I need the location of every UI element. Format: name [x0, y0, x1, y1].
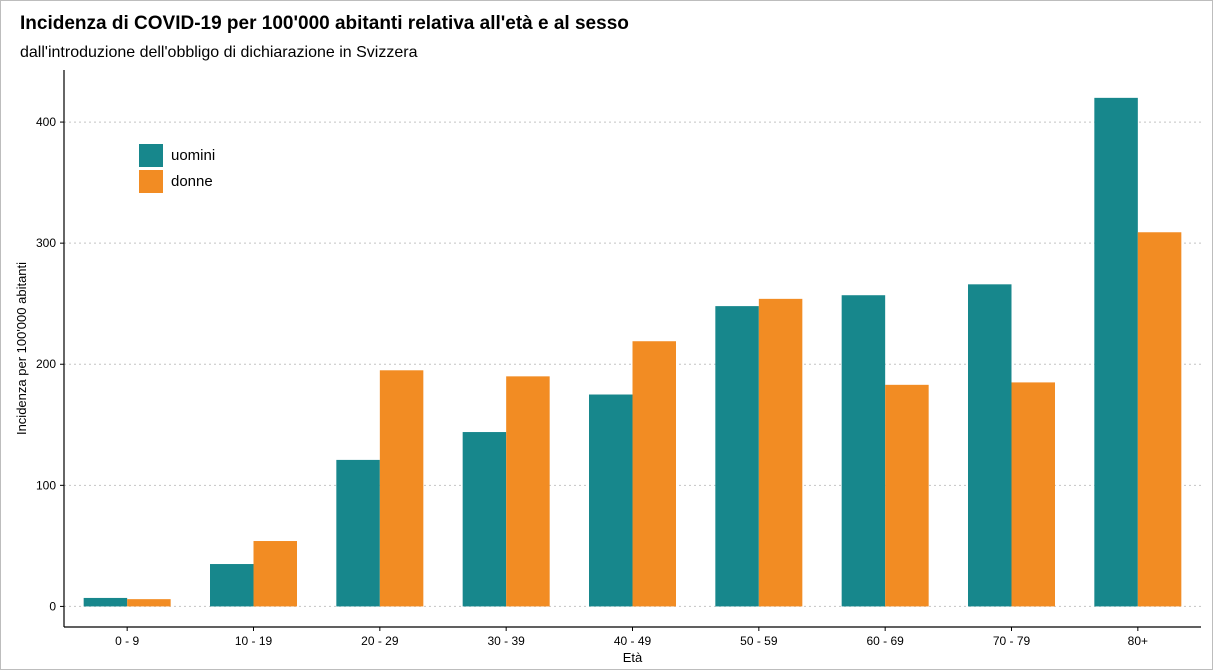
bar-uomini [462, 432, 507, 607]
x-tick-label: 30 - 39 [487, 634, 525, 648]
bar-donne [885, 384, 929, 607]
bar-uomini [715, 306, 759, 607]
bar-uomini [210, 564, 254, 607]
chart-title: Incidenza di COVID-19 per 100'000 abitan… [20, 13, 629, 34]
legend-swatch-uomini [139, 144, 163, 167]
bar-uomini [841, 295, 886, 607]
bar-uomini [1094, 97, 1138, 607]
x-tick-label: 70 - 79 [993, 634, 1031, 648]
bar-uomini [336, 459, 380, 607]
bar-donne [632, 341, 676, 607]
x-axis-title: Età [623, 650, 643, 665]
bar-uomini [83, 597, 128, 607]
axes: 0 100 200 300 400 0 - 9 10 - 19 20 - 29 30 - 39 4… [36, 70, 1201, 648]
x-tick-label: 50 - 59 [740, 634, 778, 648]
bar-uomini [589, 394, 633, 607]
x-tick-label: 0 - 9 [115, 634, 139, 648]
y-tick-label: 400 [36, 115, 56, 129]
legend: uomini donne [139, 144, 215, 193]
bar-donne [379, 370, 424, 607]
y-tick-label: 0 [49, 599, 56, 613]
x-tick-label: 80+ [1128, 634, 1148, 648]
y-tick-label: 300 [36, 236, 56, 250]
legend-swatch-donne [139, 170, 163, 193]
bar-donne [253, 541, 297, 607]
bar-uomini [968, 284, 1012, 607]
bar-donne [758, 298, 803, 607]
legend-label-uomini: uomini [171, 147, 215, 164]
x-tick-label: 20 - 29 [361, 634, 399, 648]
chart-subtitle: dall'introduzione dell'obbligo di dichia… [20, 44, 418, 61]
x-tick-label: 60 - 69 [866, 634, 904, 648]
x-tick-label: 40 - 49 [614, 634, 652, 648]
bar-donne [1011, 382, 1055, 607]
bar-donne [127, 599, 171, 607]
x-tick-label: 10 - 19 [235, 634, 273, 648]
bar-donne [1137, 232, 1182, 607]
y-tick-label: 200 [36, 357, 56, 371]
legend-label-donne: donne [171, 173, 213, 190]
y-axis-title: Incidenza per 100'000 abitanti [14, 262, 29, 435]
bars [83, 97, 1182, 607]
y-tick-label: 100 [36, 478, 56, 492]
bar-donne [506, 376, 550, 607]
